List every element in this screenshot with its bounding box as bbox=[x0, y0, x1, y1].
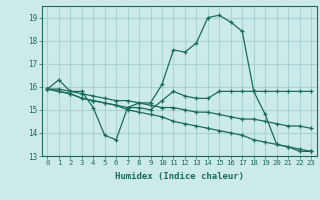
X-axis label: Humidex (Indice chaleur): Humidex (Indice chaleur) bbox=[115, 172, 244, 181]
